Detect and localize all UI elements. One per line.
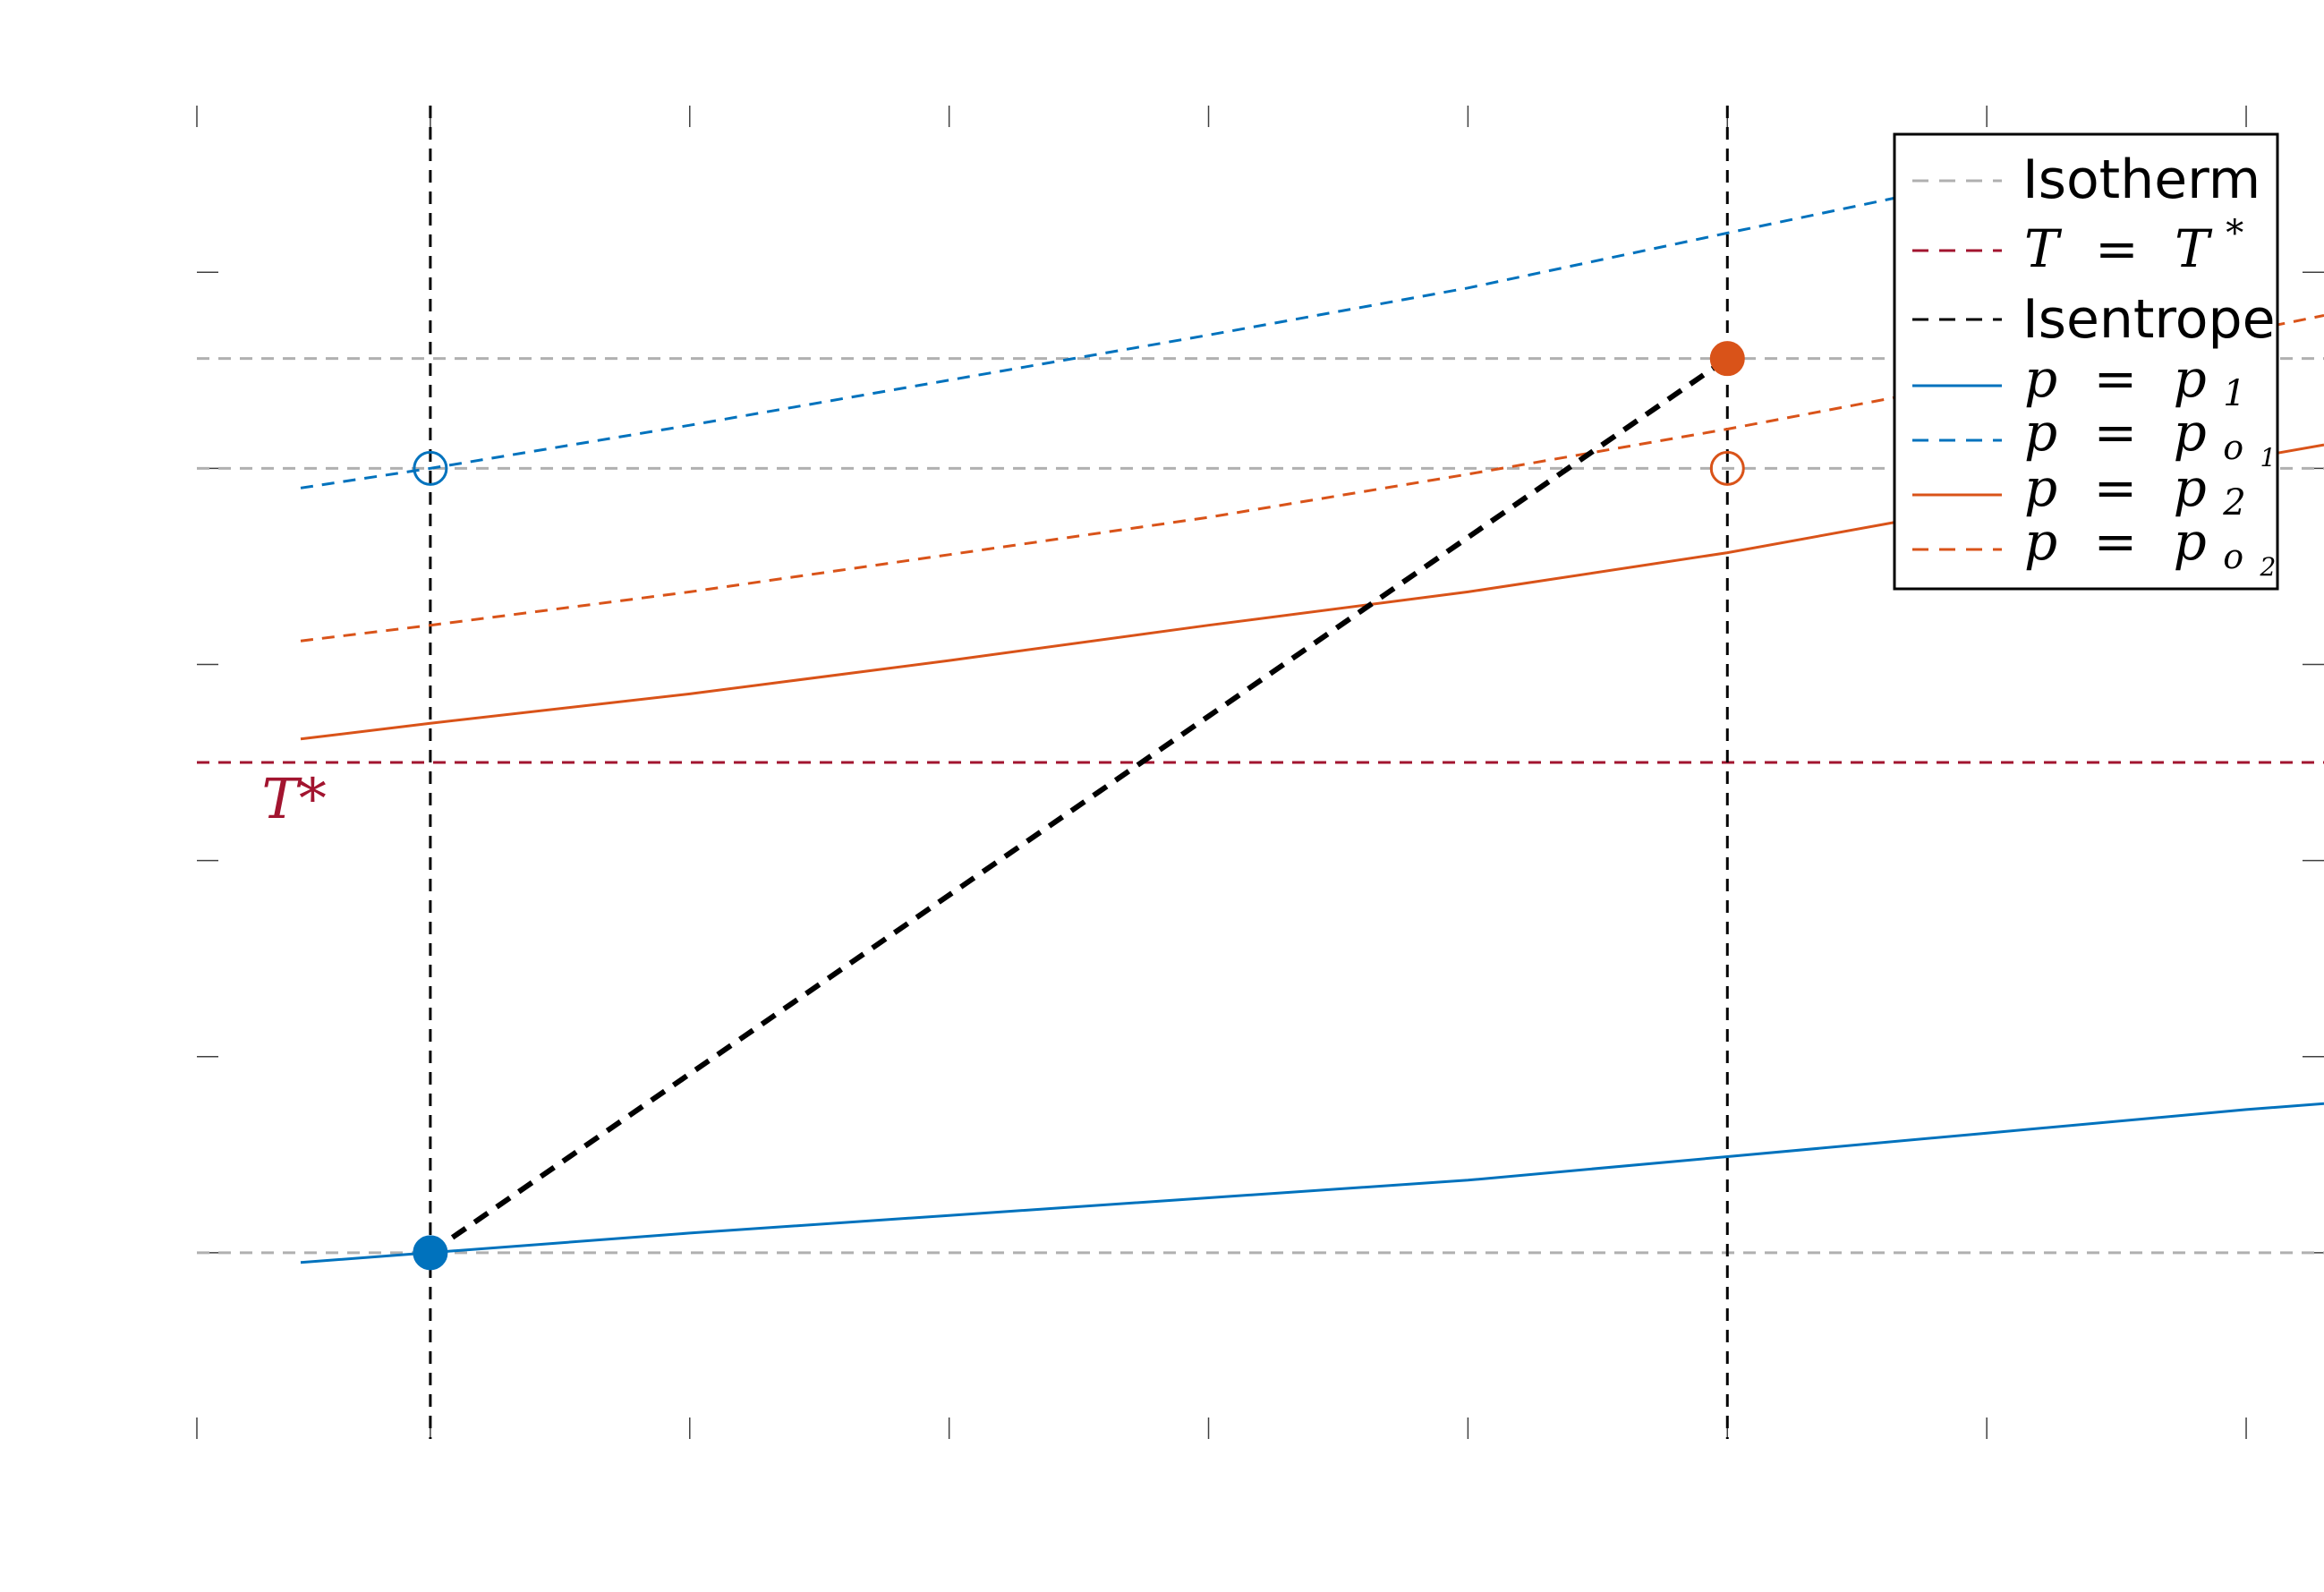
legend-p2-lhs: p — [2024, 457, 2057, 518]
legend-label-po2: p = p o 2 — [2024, 511, 2276, 582]
legend-tstar-sup: * — [2226, 213, 2243, 254]
legend-p2-rhs: p — [2174, 457, 2207, 518]
curve-p-po1 — [300, 196, 1897, 490]
state-marker-filled — [413, 1235, 448, 1271]
curve-p-po2 — [300, 314, 2324, 643]
state-marker-open — [413, 450, 448, 486]
isentrope-segment-group — [429, 356, 1729, 1256]
legend-po1-eq: = — [2094, 402, 2138, 463]
legend-po2-eq: = — [2094, 511, 2138, 572]
legend-p2-sub: 2 — [2222, 482, 2245, 524]
legend-tstar-eq: = — [2095, 218, 2139, 279]
legend-tstar-lhs: T — [2024, 218, 2063, 279]
curve-p-p1 — [300, 1102, 2324, 1264]
legend-po1-subsub: 1 — [2260, 443, 2277, 472]
legend: Isotherm T = T * Isentrope p = p 1 p = p… — [1893, 132, 2279, 591]
legend-po2-lhs: p — [2024, 511, 2057, 572]
legend-tstar-rhs: T — [2175, 218, 2213, 279]
legend-po1-rhs: p — [2174, 402, 2207, 463]
legend-p1-sub: 1 — [2223, 373, 2245, 414]
state-marker-open — [1709, 450, 1745, 486]
state-markers — [413, 341, 1745, 1271]
legend-label-p1: p = p 1 — [2024, 348, 2246, 414]
legend-label-isotherm: Isotherm — [2022, 149, 2260, 211]
legend-po1-sub: o — [2223, 428, 2243, 467]
legend-p2-eq: = — [2094, 457, 2138, 518]
legend-label-p2: p = p 2 — [2024, 457, 2246, 524]
legend-label-po1: p = p o 1 — [2024, 402, 2276, 472]
state-marker-filled — [1709, 341, 1745, 377]
legend-label-tstar: T = T * — [2024, 213, 2243, 279]
tstar-label: T* — [261, 766, 326, 831]
legend-p1-rhs: p — [2174, 348, 2207, 409]
legend-box — [1893, 132, 2279, 591]
legend-p1-eq: = — [2094, 348, 2138, 409]
legend-p1-lhs: p — [2024, 348, 2057, 409]
legend-po1-lhs: p — [2024, 402, 2057, 463]
legend-po2-subsub: 2 — [2260, 552, 2277, 582]
legend-po2-sub: o — [2223, 537, 2243, 576]
legend-label-isentrope: Isentrope — [2022, 288, 2275, 351]
isentrope-process-line — [429, 356, 1729, 1256]
legend-po2-rhs: p — [2174, 511, 2207, 572]
isentrope-lines — [429, 106, 1729, 1439]
